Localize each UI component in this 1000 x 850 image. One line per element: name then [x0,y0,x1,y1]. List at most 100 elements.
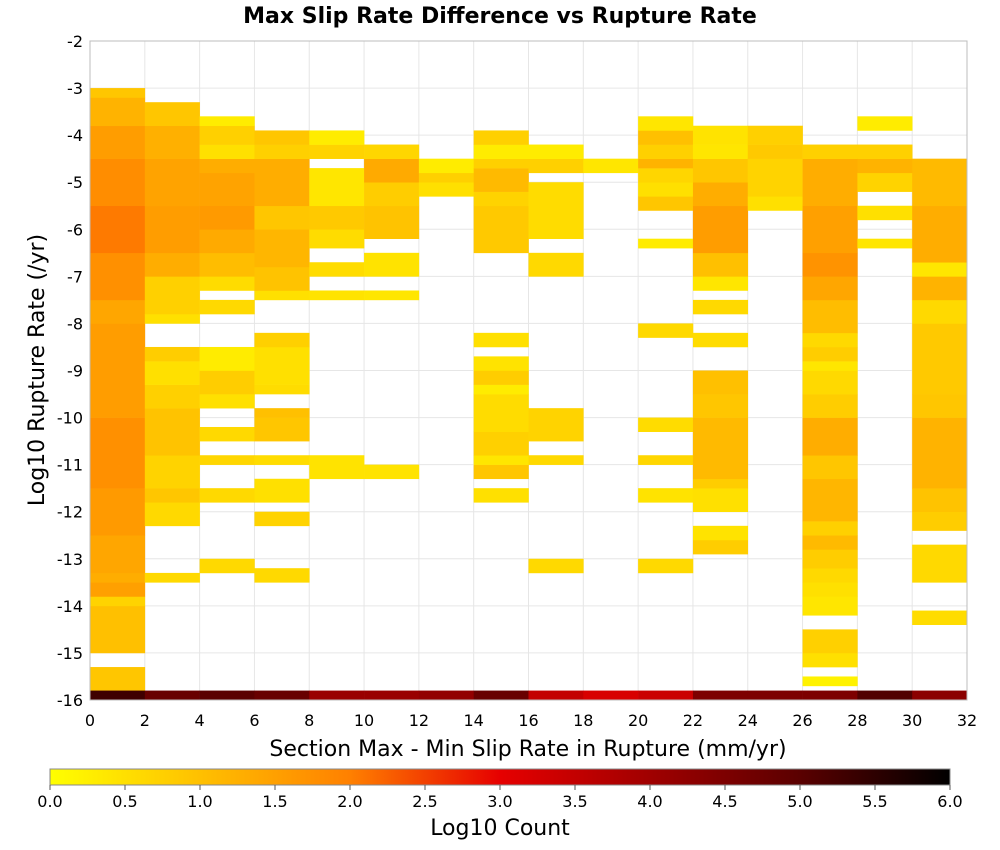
heatmap-cell [199,116,255,127]
y-tick-label: -11 [57,456,83,475]
heatmap-cell [857,144,913,159]
heatmap-cell-bottom [747,690,803,700]
heatmap-cell [692,125,749,145]
heatmap-cell [692,525,749,541]
y-axis-title: Log10 Rupture Rate (/yr) [25,234,50,506]
heatmap-cell [90,323,146,418]
heatmap-cell [199,144,255,159]
heatmap-cell [90,605,146,654]
heatmap-cell [802,417,858,456]
heatmap-cell [528,558,584,574]
x-tick-label: 32 [957,711,977,730]
heatmap-cell [364,205,420,239]
heatmap-cell [90,158,146,207]
x-tick-label: 6 [249,711,259,730]
heatmap-cell [692,158,749,183]
heatmap-cell [692,182,749,207]
y-tick-label: -14 [57,597,83,616]
colorbar-tick-label: 3.5 [562,792,587,811]
heatmap-cell [199,158,255,174]
heatmap-cell [364,182,420,207]
heatmap-cell [309,262,365,277]
y-tick-label: -6 [67,220,83,239]
heatmap-cell [473,384,529,395]
heatmap-cell [692,394,749,418]
heatmap-cell [473,370,529,385]
heatmap-cell [802,582,858,597]
heatmap-cell [857,205,913,221]
heatmap-cell-bottom [144,690,200,700]
heatmap-cell [747,196,803,211]
heatmap-cell [254,417,310,442]
heatmap-cell [309,290,365,301]
heatmap-cell [912,323,968,395]
heatmap-cell [857,158,913,174]
heatmap-cell [692,205,749,254]
x-tick-label: 10 [354,711,374,730]
heatmap-cell [364,464,420,480]
heatmap-cell [802,299,858,334]
x-tick-label: 20 [628,711,648,730]
heatmap-cell [254,229,310,268]
heatmap-cell [473,205,529,254]
heatmap-cell [638,323,694,338]
heatmap-cell [802,596,858,616]
heatmap-cell [692,478,749,489]
heatmap-cell [802,455,858,480]
x-tick-label: 26 [792,711,812,730]
heatmap-cell [473,158,529,169]
colorbar-tick-label: 5.0 [787,792,812,811]
heatmap-cell [90,299,146,324]
colorbar-tick-label: 0.5 [112,792,137,811]
colorbar-tick-label: 5.5 [862,792,887,811]
heatmap-cell [144,125,200,159]
heatmap-cell [857,172,913,192]
heatmap-cell [802,370,858,395]
heatmap-cell [199,455,255,465]
heatmap-cell [473,130,529,145]
heatmap-cell-bottom [473,690,529,700]
heatmap-cell [802,332,858,348]
heatmap-cell [747,158,803,197]
colorbar-tick-label: 4.0 [637,792,662,811]
heatmap-cell [254,408,310,418]
heatmap-cell [199,229,255,254]
heatmap-cell [144,158,200,207]
heatmap-cell [254,158,310,207]
colorbar-tick-label: 6.0 [937,792,962,811]
x-tick-label: 12 [409,711,429,730]
heatmap-cell [90,572,146,583]
heatmap-cell [199,205,255,230]
heatmap-cell [473,168,529,192]
y-tick-label: -16 [57,691,83,710]
heatmap-cell [802,205,858,254]
heatmap-cell [528,455,584,465]
heatmap-cell [254,144,310,159]
heatmap-cell [90,88,146,98]
heatmap-cell [144,455,200,489]
heatmap-cell [254,266,310,291]
colorbar-title: Log10 Count [430,816,570,841]
heatmap-cell [199,346,255,371]
heatmap-cell [802,276,858,301]
heatmap-cell-bottom [364,690,420,700]
heatmap-cell [144,102,200,127]
heatmap-cell [309,229,365,249]
heatmap-cell [199,426,255,442]
heatmap-cell [199,370,255,395]
heatmap-cell [802,549,858,569]
chart-title: Max Slip Rate Difference vs Rupture Rate [243,4,757,29]
heatmap-cell [692,417,749,480]
heatmap-cell [254,384,310,395]
heatmap-cell [418,182,474,197]
heatmap-cell-bottom [90,690,146,700]
heatmap-cell [473,191,529,207]
heatmap-cell [692,144,749,159]
heatmap-cell [199,252,255,277]
heatmap-cell [912,276,968,301]
y-axis-ticks: -2 -3 -4 -5 -6 -7 -8 -9 -10 -11 -12 -13 -14 -15 -16 [57,32,83,710]
heatmap-cell [692,276,749,291]
y-tick-label: -7 [67,267,83,286]
heatmap-cell [692,252,749,277]
heatmap-cell [254,346,310,385]
